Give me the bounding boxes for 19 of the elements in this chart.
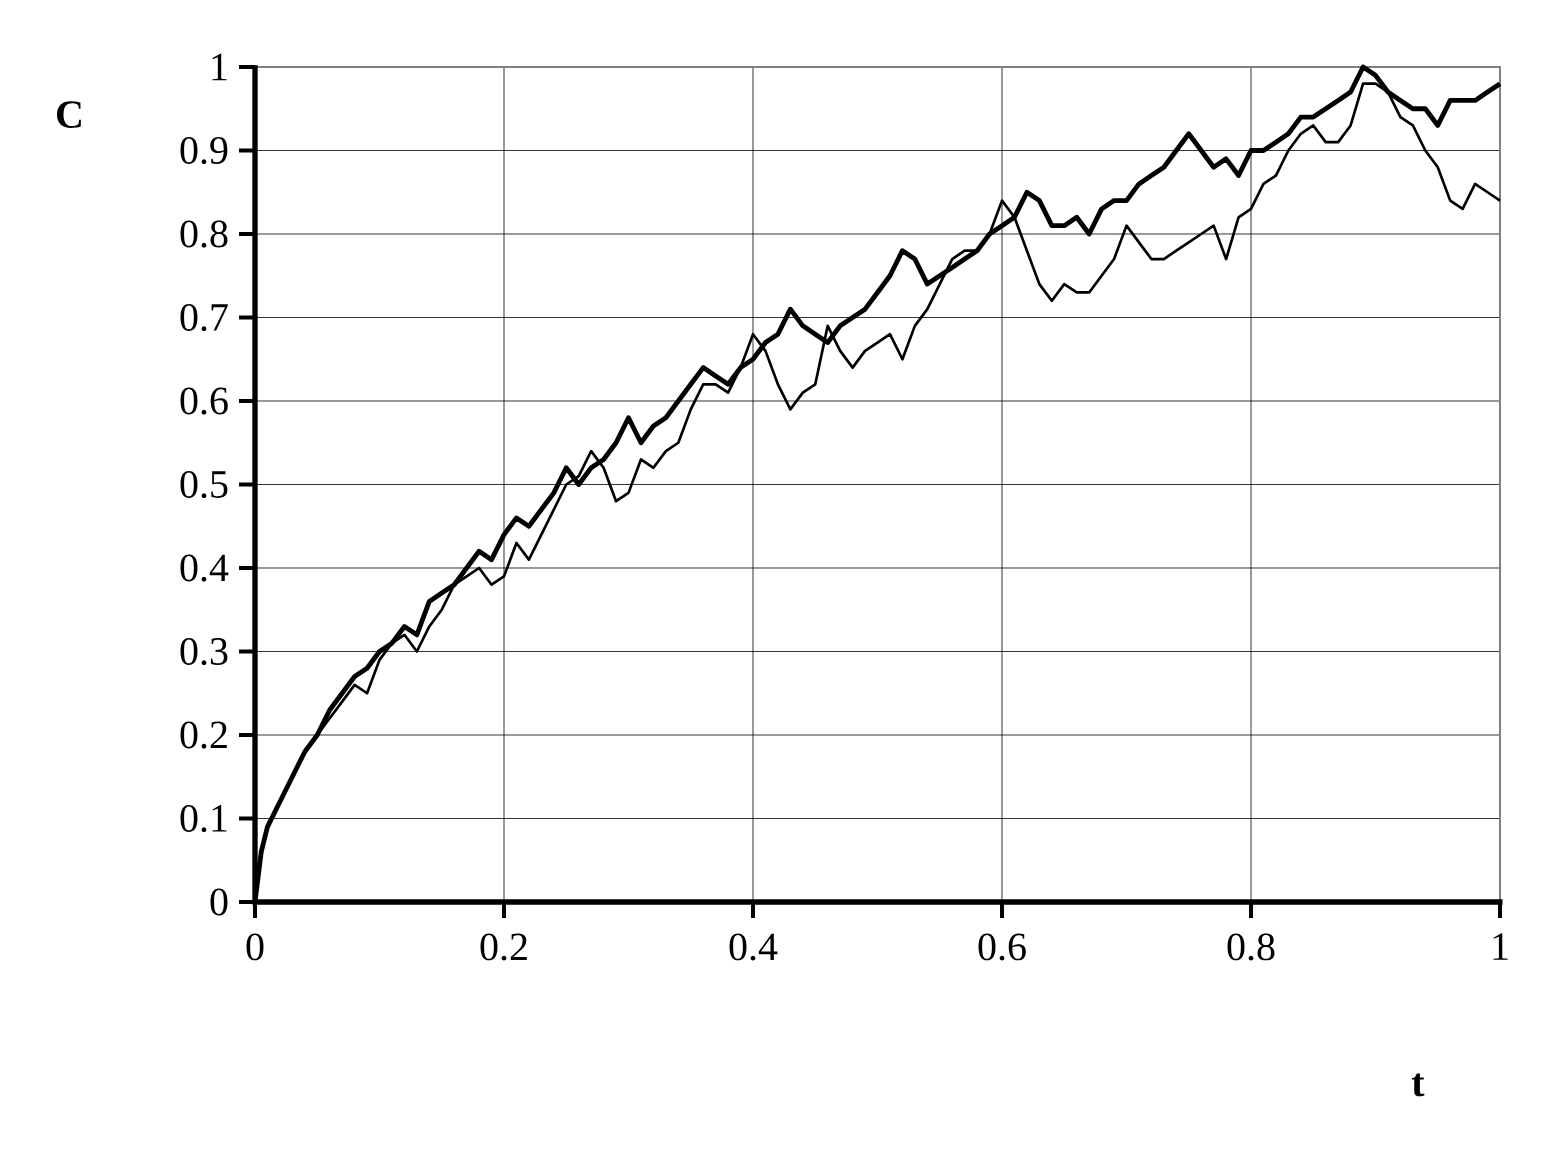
x-axis-title: t [1411,1073,1425,1097]
y-tick-label: 0.3 [180,637,228,666]
x-tick-label: 0.2 [480,933,527,961]
y-axis-title: C [57,101,81,129]
y-tick-label: 0.7 [180,303,228,332]
y-tick-label: 0.6 [180,387,228,415]
y-tick-label: 0.8 [180,220,228,248]
y-tick-label: 0.1 [180,804,227,833]
y-tick-label: 0.2 [180,721,227,749]
y-tick-label: 0.4 [180,554,229,582]
x-tick-label: 0 [246,933,264,961]
x-tick-label: 0.6 [978,933,1026,961]
y-tick-label: 0.5 [180,470,228,499]
y-tick-label: 0 [210,888,228,916]
y-tick-label: 1 [212,53,227,81]
x-tick-label: 0.4 [729,933,778,961]
x-tick-label: 0.8 [1227,933,1275,961]
x-tick-label: 1 [1493,933,1508,960]
y-tick-label: 0.9 [180,136,228,165]
